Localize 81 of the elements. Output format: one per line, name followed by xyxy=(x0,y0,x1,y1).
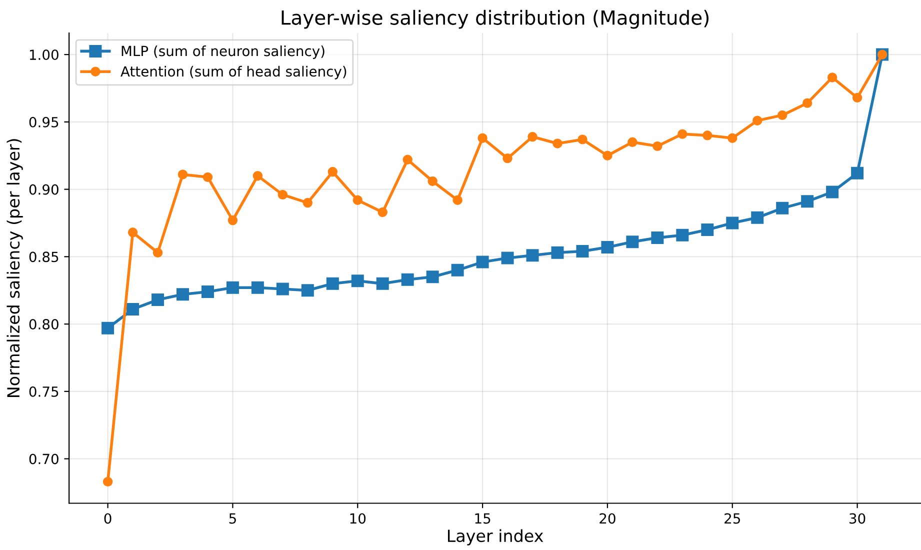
point xyxy=(526,249,539,262)
point xyxy=(528,132,538,142)
point xyxy=(777,110,788,120)
point xyxy=(651,232,664,244)
point xyxy=(352,195,362,205)
y-tick-label: 0.95 xyxy=(29,116,58,128)
point xyxy=(252,170,263,181)
x-tick-label: 5 xyxy=(229,513,236,524)
point xyxy=(502,153,512,164)
x-tick-label: 30 xyxy=(850,513,866,524)
point xyxy=(451,264,464,276)
x-tick-label: 0 xyxy=(104,513,112,524)
point xyxy=(351,274,364,288)
point xyxy=(102,322,114,334)
point xyxy=(301,284,314,297)
point xyxy=(728,133,738,143)
point xyxy=(476,256,489,268)
x-tick-label: 10 xyxy=(350,513,366,524)
y-axis-title: Normalized saliency (per layer) xyxy=(6,139,23,397)
point xyxy=(552,138,562,148)
y-tick-label: 0.70 xyxy=(29,454,58,464)
point xyxy=(551,246,564,259)
point xyxy=(428,176,438,186)
point xyxy=(128,228,138,238)
point xyxy=(226,281,239,294)
point xyxy=(152,294,164,306)
point xyxy=(802,98,812,108)
point xyxy=(378,207,388,218)
x-tick-label: 25 xyxy=(724,513,740,524)
point xyxy=(852,92,862,103)
x-tick-label: 15 xyxy=(475,513,490,524)
point xyxy=(827,72,838,82)
point xyxy=(701,223,714,236)
point xyxy=(302,198,313,208)
legend-label: Attention (sum of head saliency) xyxy=(120,66,346,80)
point xyxy=(278,190,288,200)
chart-title: Layer-wise saliency distribution (Magnitude) xyxy=(282,10,708,29)
point xyxy=(678,129,688,139)
x-tick-label: 20 xyxy=(600,513,616,524)
point xyxy=(576,245,589,258)
point xyxy=(578,134,588,144)
y-tick-label: 0.90 xyxy=(29,184,58,195)
point xyxy=(452,195,462,205)
y-tick-label: 0.85 xyxy=(29,252,58,262)
point xyxy=(426,270,439,284)
point xyxy=(726,216,739,230)
point xyxy=(178,170,188,180)
point xyxy=(676,228,689,242)
point xyxy=(478,133,488,143)
point xyxy=(126,302,140,316)
y-tick-label: 1.00 xyxy=(30,50,58,60)
point xyxy=(751,211,764,224)
legend-label: MLP (sum of neuron saliency) xyxy=(122,46,324,59)
point xyxy=(276,282,289,296)
point xyxy=(402,154,412,165)
point xyxy=(152,248,163,258)
point xyxy=(776,202,789,214)
point xyxy=(102,476,113,487)
point xyxy=(602,150,612,160)
point xyxy=(201,285,214,298)
point xyxy=(401,273,414,286)
point xyxy=(202,172,213,182)
y-tick-label: 0.75 xyxy=(29,386,58,397)
point xyxy=(801,195,814,208)
point xyxy=(251,281,264,294)
point xyxy=(176,288,189,301)
point xyxy=(702,130,712,140)
y-tick-label: 0.80 xyxy=(29,319,58,330)
point xyxy=(628,137,638,148)
point xyxy=(228,215,238,226)
x-axis-title: Layer index xyxy=(448,529,544,546)
point xyxy=(376,277,389,290)
point xyxy=(652,141,662,152)
point xyxy=(851,166,864,180)
point xyxy=(752,116,762,126)
point xyxy=(328,166,338,177)
point xyxy=(626,236,639,248)
point xyxy=(501,252,514,264)
point xyxy=(601,240,614,254)
point xyxy=(826,186,839,198)
point xyxy=(326,277,339,290)
